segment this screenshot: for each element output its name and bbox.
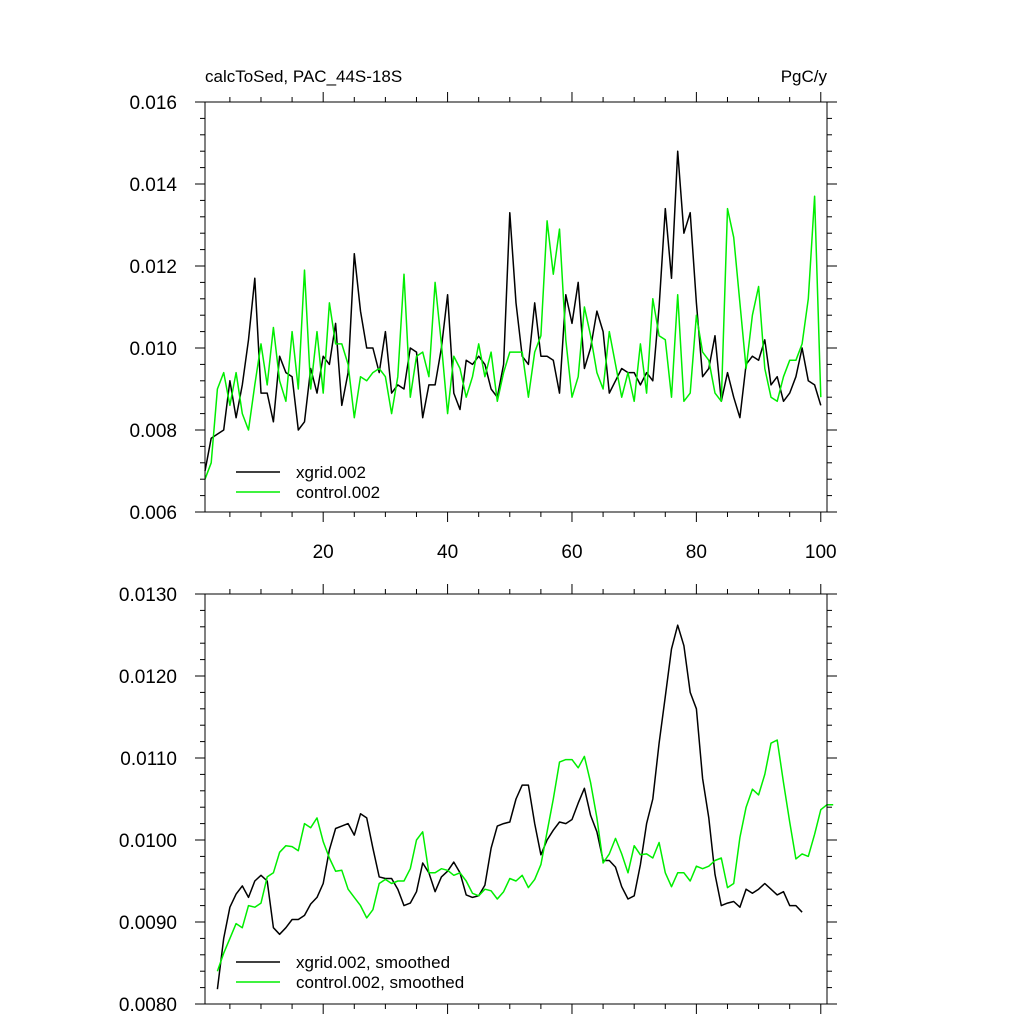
legend-label: control.002 <box>296 483 380 502</box>
top-axes-ticks: 0.006 0.008 0.010 0.012 0.014 0.016 20 40 60 80 10… <box>129 92 837 563</box>
series-line-xgrid <box>204 150 822 472</box>
top-series-lines <box>204 150 822 480</box>
bottom-panel: 0.0080 0.0090 0.0100 0.0110 0.0120 0.0130 xgr… <box>119 584 837 1016</box>
y-tick-label: 0.010 <box>129 339 177 360</box>
x-tick-label: 80 <box>686 542 707 563</box>
x-tick-label: 40 <box>437 542 458 563</box>
y-tick-label: 0.012 <box>129 257 177 278</box>
y-tick-label: 0.006 <box>129 503 177 524</box>
top-panel: calcToSed, PAC_44S-18S PgC/y 0.0060.0080… <box>129 67 837 563</box>
x-tick-label: 20 <box>313 542 334 563</box>
y-tick-label: 0.008 <box>129 421 177 442</box>
y-tick-label: 0.0130 <box>119 585 177 606</box>
series-line-control <box>216 739 834 972</box>
bottom-series-lines <box>216 624 834 990</box>
x-tick-label: 60 <box>561 542 582 563</box>
top-chart-title: calcToSed, PAC_44S-18S <box>205 67 402 86</box>
y-tick-label: 0.0090 <box>119 913 177 934</box>
bottom-axes-ticks: 0.0080 0.0090 0.0100 0.0110 0.0120 0.0130 <box>119 584 837 1016</box>
legend-label: control.002, smoothed <box>296 973 464 992</box>
y-tick-label: 0.0080 <box>119 995 177 1016</box>
y-tick-label: 0.0120 <box>119 667 177 688</box>
legend-label: xgrid.002, smoothed <box>296 953 450 972</box>
series-line-control <box>204 195 822 480</box>
y-tick-label: 0.014 <box>129 175 177 196</box>
bottom-plot-frame <box>204 593 828 1005</box>
series-line-xgrid <box>216 624 803 990</box>
top-plot-frame <box>204 101 828 513</box>
legend-label: xgrid.002 <box>296 463 366 482</box>
top-chart-units: PgC/y <box>781 67 828 86</box>
y-tick-label: 0.0100 <box>119 831 177 852</box>
y-tick-label: 0.016 <box>129 93 177 114</box>
y-tick-label: 0.0110 <box>120 749 177 770</box>
x-tick-label: 100 <box>805 542 837 563</box>
